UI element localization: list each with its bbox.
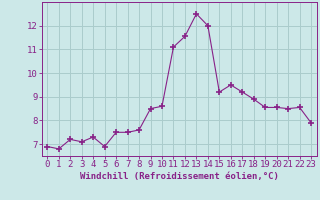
X-axis label: Windchill (Refroidissement éolien,°C): Windchill (Refroidissement éolien,°C): [80, 172, 279, 181]
